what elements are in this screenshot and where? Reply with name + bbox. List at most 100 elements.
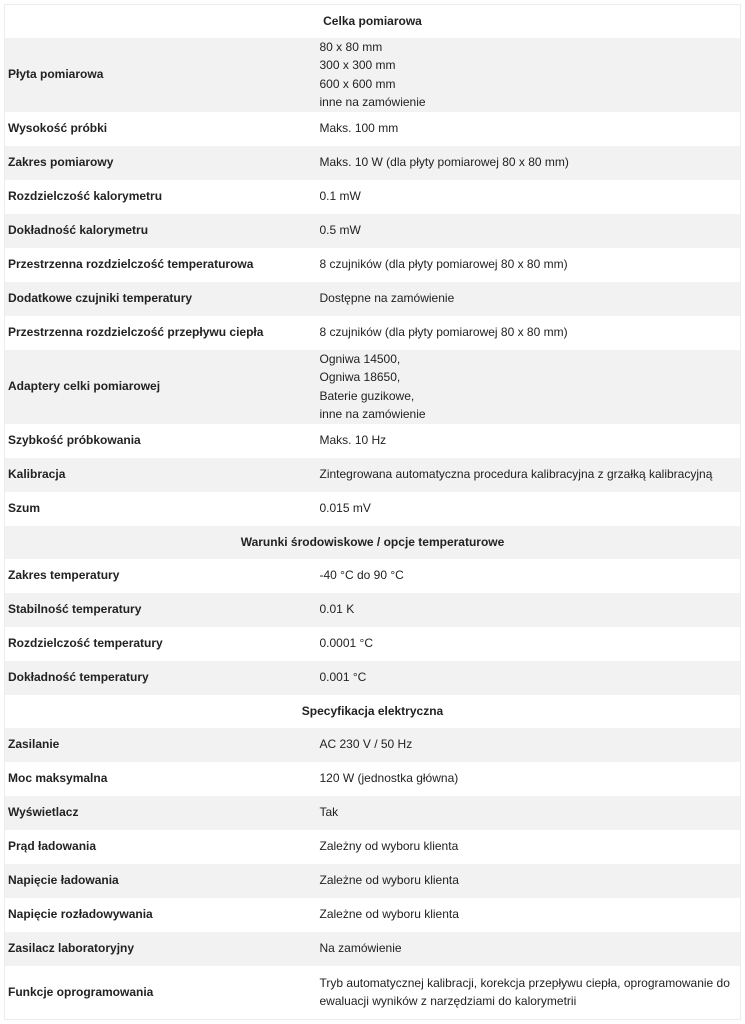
spec-label: Płyta pomiarowa (4, 37, 312, 112)
spec-label: Rozdzielczość kalorymetru (8, 189, 163, 204)
spec-value-line: Ogniwa 14500, (319, 351, 401, 366)
spec-value-line: AC 230 V / 50 Hz (319, 737, 413, 752)
spec-value-line: Zależne od wyboru klienta (319, 873, 459, 888)
spec-value-line: Tryb automatycznej kalibracji, korekcja … (319, 975, 730, 1009)
spec-label: Napięcie ładowania (4, 863, 312, 898)
spec-value-line: 0.0001 °C (319, 636, 374, 651)
spec-value-line: 600 x 600 mm (319, 76, 396, 91)
spec-value-line: Tak (319, 805, 339, 820)
spec-value: AC 230 V / 50 Hz (311, 727, 741, 762)
spec-value: 0.015 mV (312, 492, 741, 526)
spec-value-line: 80 x 80 mm (319, 39, 383, 54)
section-title: Specyfikacja elektryczna (301, 703, 444, 718)
table-row: Moc maksymalna 120 W (jednostka główna) (5, 762, 741, 796)
spec-value-line: inne na zamówienie (319, 95, 426, 109)
table-row: Przestrzenna rozdzielczość temperaturowa… (5, 248, 741, 282)
spec-value-line: 8 czujników (dla płyty pomiarowej 80 x 8… (319, 257, 568, 272)
section-header-row: Celka pomiarowa (5, 5, 741, 38)
spec-label: Zakres pomiarowy (4, 145, 312, 180)
spec-label: Prąd ładowania (8, 839, 97, 854)
spec-value: Zależny od wyboru klienta (312, 830, 741, 864)
table-row: Przestrzenna rozdzielczość przepływu cie… (5, 316, 741, 350)
table-row: Szum 0.015 mV (5, 492, 741, 526)
spec-label: Moc maksymalna (8, 771, 108, 786)
spec-label: Zakres temperatury (8, 568, 120, 583)
spec-label: Zasilanie (4, 727, 312, 762)
spec-label: Napięcie rozładowywania (8, 907, 153, 922)
section-title: Celka pomiarowa (323, 14, 422, 28)
spec-value-line: 120 W (jednostka główna) (319, 771, 459, 786)
spec-value: Zależne od wyboru klienta (312, 898, 741, 932)
spec-value-line: 8 czujników (dla płyty pomiarowej 80 x 8… (319, 325, 568, 340)
table-row: Kalibracja Zintegrowana automatyczna proc… (4, 457, 741, 492)
spec-value: 0.5 mW (311, 213, 741, 248)
table-row: Szybkość próbkowania Maks. 10 Hz (5, 424, 741, 458)
spec-value-line: Zależny od wyboru klienta (319, 839, 459, 854)
spec-label: Dokładność kalorymetru (4, 213, 312, 248)
spec-label: Funkcje oprogramowania (8, 985, 154, 999)
spec-label: Przestrzenna rozdzielczość temperaturowa (8, 257, 254, 272)
spec-value: 0.0001 °C (312, 627, 741, 661)
spec-label: Adaptery celki pomiarowej (4, 349, 312, 424)
spec-label: Dokładność temperatury (4, 660, 312, 695)
spec-label: Kalibracja (4, 457, 312, 492)
spec-value-line: Baterie guzikowe, (319, 388, 415, 403)
spec-value-line: Na zamówienie (319, 941, 402, 956)
spec-value: Na zamówienie (311, 931, 741, 966)
spec-value-line: Zintegrowana automatyczna procedura kali… (319, 467, 713, 482)
specification-table: Celka pomiarowa Płyta pomiarowa 80 x 80 mm… (4, 4, 741, 1020)
spec-value: 80 x 80 mm 300 x 300 mm 600 x 600 mm inne n… (311, 37, 741, 112)
spec-value: Maks. 100 mm (312, 112, 741, 146)
spec-label: Szum (8, 501, 41, 516)
spec-value: 8 czujników (dla płyty pomiarowej 80 x 8… (312, 316, 741, 350)
spec-value: 0.001 °C (311, 660, 741, 695)
spec-value-line: 0.1 mW (319, 189, 361, 204)
spec-value: 0.01 K (311, 592, 741, 627)
spec-value: 120 W (jednostka główna) (312, 762, 741, 796)
spec-value-line: 0.01 K (319, 602, 355, 617)
table-row: Dokładność temperatury 0.001 °C (4, 660, 741, 695)
spec-label: Przestrzenna rozdzielczość przepływu cie… (8, 325, 264, 340)
table-row: Wyświetlacz Tak (4, 795, 741, 830)
spec-label: Szybkość próbkowania (8, 433, 141, 448)
spec-value-line: Ogniwa 18650, (319, 370, 401, 384)
spec-value: -40 °C do 90 °C (312, 559, 741, 593)
table-row: Dokładność kalorymetru 0.5 mW (4, 213, 741, 248)
spec-value-line: Zależne od wyboru klienta (319, 907, 459, 922)
spec-value: Zintegrowana automatyczna procedura kali… (311, 457, 741, 492)
table-row: Zakres temperatury -40 °C do 90 °C (5, 559, 741, 593)
section-header-row: Warunki środowiskowe / opcje temperaturo… (4, 525, 741, 559)
section-title: Warunki środowiskowe / opcje temperaturo… (4, 525, 741, 559)
section-header-row: Specyfikacja elektryczna (5, 695, 741, 728)
table-row: Wysokość próbki Maks. 100 mm (5, 112, 741, 146)
spec-label: Wyświetlacz (4, 795, 312, 830)
spec-value-line: Maks. 10 W (dla płyty pomiarowej 80 x 80… (319, 155, 569, 170)
table-row: Stabilność temperatury 0.01 K (4, 592, 741, 627)
spec-value: 8 czujników (dla płyty pomiarowej 80 x 8… (312, 248, 741, 282)
table-row: Prąd ładowania Zależny od wyboru klienta (5, 830, 741, 864)
spec-value-line: Maks. 10 Hz (319, 433, 387, 448)
spec-value: Tryb automatycznej kalibracji, korekcja … (312, 966, 741, 1020)
table-row: Zasilanie AC 230 V / 50 Hz (4, 727, 741, 762)
table-row: Zakres pomiarowy Maks. 10 W (dla płyty po… (4, 145, 741, 180)
spec-value-line: 300 x 300 mm (319, 58, 396, 72)
table-row: Napięcie ładowania Zależne od wyboru klie… (4, 863, 741, 898)
spec-value: Tak (311, 795, 741, 830)
spec-value-line: 0.015 mV (319, 501, 371, 516)
spec-value: Dostępne na zamówienie (311, 281, 741, 316)
spec-value-line: 0.5 mW (319, 223, 361, 238)
table-row: Adaptery celki pomiarowej Ogniwa 14500, Og… (4, 349, 741, 424)
spec-value: Zależne od wyboru klienta (311, 863, 741, 898)
spec-value: 0.1 mW (312, 180, 741, 214)
spec-label: Dodatkowe czujniki temperatury (4, 281, 312, 316)
spec-label: Stabilność temperatury (4, 592, 312, 627)
spec-value: Maks. 10 W (dla płyty pomiarowej 80 x 80… (311, 145, 741, 180)
spec-value-line: Maks. 100 mm (319, 121, 399, 136)
table-row: Płyta pomiarowa 80 x 80 mm 300 x 300 mm 600… (4, 37, 741, 112)
table-row: Napięcie rozładowywania Zależne od wyboru… (5, 898, 741, 932)
spec-value-line: inne na zamówienie (319, 407, 426, 421)
spec-value: Maks. 10 Hz (312, 424, 741, 458)
spec-value-line: -40 °C do 90 °C (319, 568, 404, 583)
spec-value-line: 0.001 °C (319, 670, 367, 685)
spec-value: Ogniwa 14500, Ogniwa 18650, Baterie guziko… (311, 349, 741, 424)
